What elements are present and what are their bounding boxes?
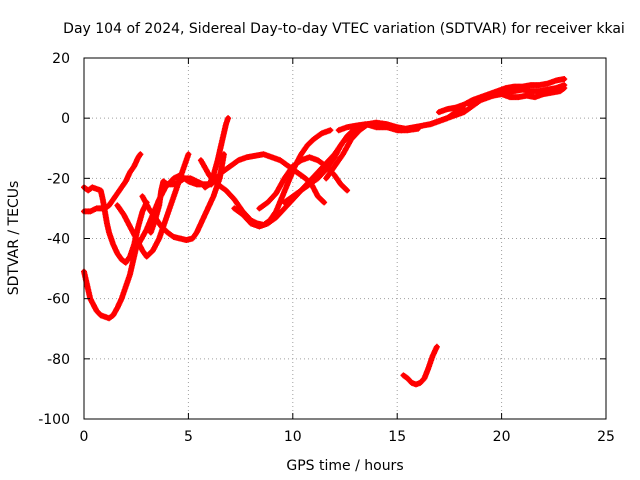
series-trace — [114, 151, 191, 260]
x-tick-label: 25 — [597, 429, 615, 445]
axis-ticks: 0 5 10 15 20 25 -100 -80 -60 -40 -20 0 20 — [38, 51, 615, 445]
y-tick-label: -40 — [47, 232, 70, 248]
data-series — [81, 151, 144, 215]
data-point — [320, 198, 327, 205]
y-tick-label: -100 — [38, 412, 70, 428]
data-series — [81, 244, 140, 322]
data-point — [225, 115, 232, 122]
data-series — [400, 343, 440, 388]
data-point — [185, 151, 192, 158]
y-tick-label: -80 — [47, 352, 70, 368]
y-tick-label: 0 — [61, 111, 70, 127]
data-point — [561, 76, 568, 83]
data-point — [560, 85, 567, 92]
data-series — [256, 154, 351, 212]
x-tick-label: 10 — [284, 429, 302, 445]
data-series — [114, 151, 192, 260]
data-point — [433, 343, 440, 350]
y-tick-label: -20 — [47, 171, 70, 187]
grid-lines — [84, 58, 606, 419]
y-axis-label: SDTVAR / TECUs — [6, 181, 22, 296]
data-point — [321, 199, 328, 206]
x-tick-label: 0 — [80, 429, 89, 445]
data-points — [81, 76, 568, 388]
data-point — [343, 186, 350, 193]
y-tick-label: 20 — [52, 51, 70, 67]
data-point — [344, 187, 351, 194]
data-point — [137, 151, 144, 158]
x-tick-label: 15 — [388, 429, 406, 445]
x-tick-label: 20 — [493, 429, 511, 445]
y-tick-label: -60 — [47, 292, 70, 308]
data-point — [327, 127, 334, 134]
data-point — [415, 125, 422, 132]
data-series — [335, 121, 422, 134]
chart-title: Day 104 of 2024, Sidereal Day-to-day VTE… — [63, 21, 625, 37]
data-series — [465, 85, 568, 107]
x-axis-label: GPS time / hours — [286, 458, 403, 474]
data-point — [561, 85, 568, 92]
x-tick-label: 5 — [184, 429, 193, 445]
